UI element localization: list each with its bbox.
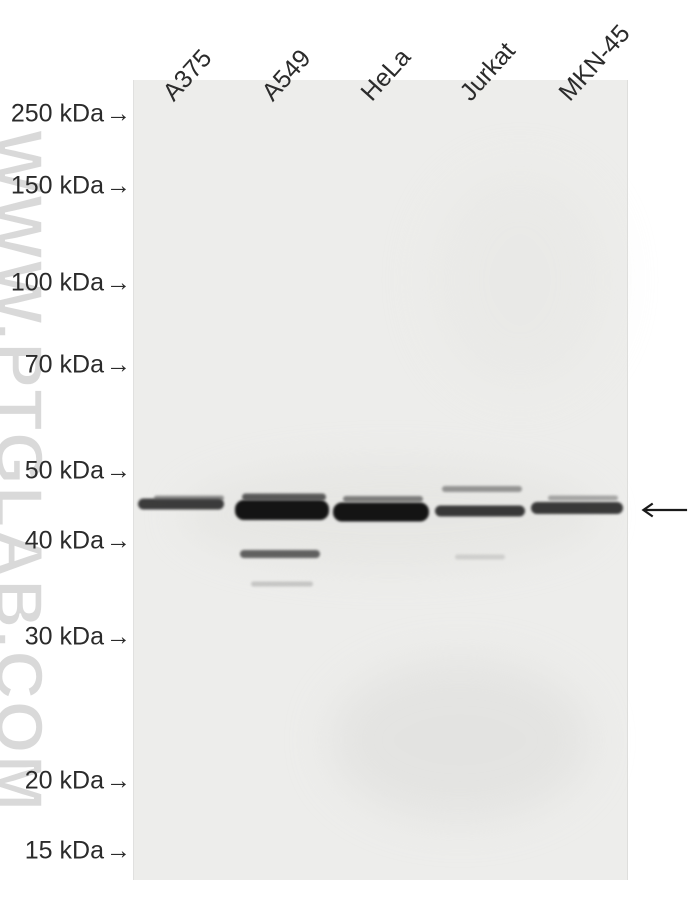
mw-marker-label: 70 kDa→ bbox=[0, 351, 131, 380]
mw-marker-arrow-icon: → bbox=[106, 174, 131, 199]
mw-marker-text: 250 kDa bbox=[11, 100, 104, 129]
mw-marker-text: 70 kDa bbox=[25, 351, 104, 380]
mw-marker-arrow-icon: → bbox=[106, 769, 131, 794]
blot-band bbox=[251, 582, 313, 587]
blot-band bbox=[343, 496, 423, 502]
mw-marker-text: 15 kDa bbox=[25, 837, 104, 866]
mw-marker-text: 20 kDa bbox=[25, 767, 104, 796]
blot-band bbox=[531, 502, 623, 514]
blot-band bbox=[154, 496, 224, 501]
target-band-arrow-icon bbox=[636, 500, 688, 520]
mw-marker-arrow-icon: → bbox=[106, 839, 131, 864]
mw-marker-label: 30 kDa→ bbox=[0, 623, 131, 652]
mw-marker-label: 100 kDa→ bbox=[0, 269, 131, 298]
mw-marker-label: 20 kDa→ bbox=[0, 767, 131, 796]
mw-marker-arrow-icon: → bbox=[106, 353, 131, 378]
blot-band bbox=[435, 506, 525, 517]
blot-band bbox=[333, 503, 429, 522]
blot-band bbox=[235, 500, 329, 520]
blot-band bbox=[455, 555, 505, 560]
western-blot-figure: WWW.PTGLAB.COM 250 kDa→150 kDa→100 kDa→7… bbox=[0, 0, 700, 903]
mw-marker-text: 150 kDa bbox=[11, 172, 104, 201]
mw-marker-label: 250 kDa→ bbox=[0, 100, 131, 129]
mw-marker-arrow-icon: → bbox=[106, 271, 131, 296]
membrane-smudge bbox=[330, 660, 590, 820]
mw-marker-arrow-icon: → bbox=[106, 102, 131, 127]
mw-marker-text: 50 kDa bbox=[25, 457, 104, 486]
mw-marker-arrow-icon: → bbox=[106, 529, 131, 554]
blot-band bbox=[442, 486, 522, 492]
membrane-smudge bbox=[430, 170, 610, 390]
mw-marker-label: 150 kDa→ bbox=[0, 172, 131, 201]
mw-marker-arrow-icon: → bbox=[106, 625, 131, 650]
mw-marker-text: 100 kDa bbox=[11, 269, 104, 298]
mw-marker-arrow-icon: → bbox=[106, 459, 131, 484]
blot-band bbox=[548, 496, 618, 501]
mw-marker-label: 15 kDa→ bbox=[0, 837, 131, 866]
blot-band bbox=[240, 550, 320, 558]
mw-marker-label: 40 kDa→ bbox=[0, 527, 131, 556]
mw-marker-text: 30 kDa bbox=[25, 623, 104, 652]
mw-marker-text: 40 kDa bbox=[25, 527, 104, 556]
mw-marker-label: 50 kDa→ bbox=[0, 457, 131, 486]
blot-band bbox=[242, 494, 326, 501]
